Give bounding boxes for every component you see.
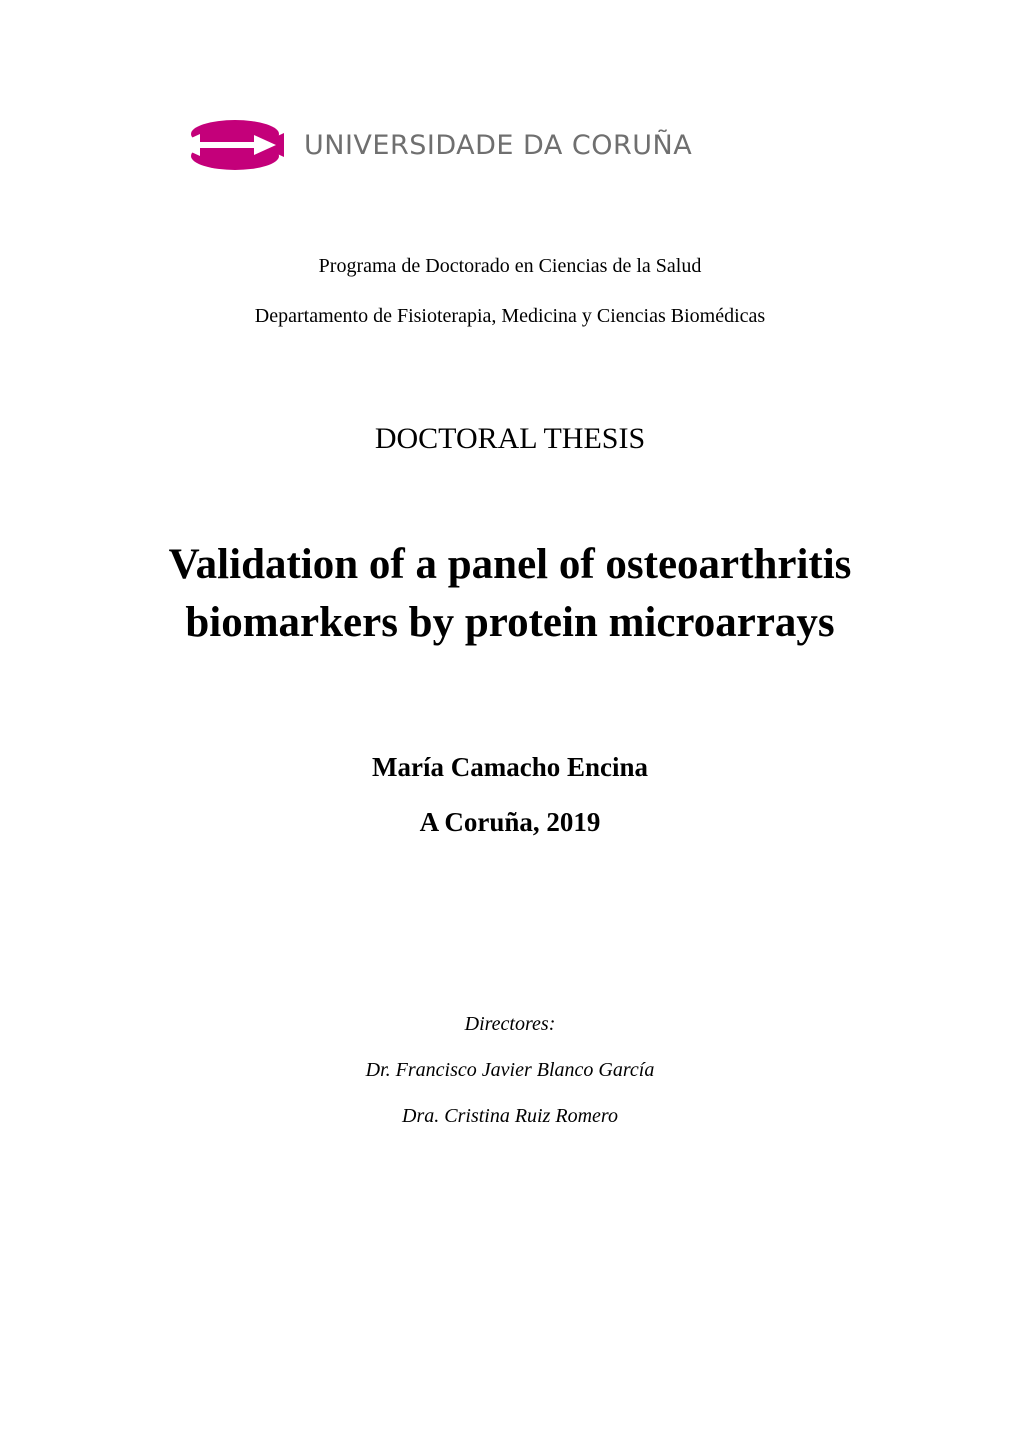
department-line: Departamento de Fisioterapia, Medicina y… xyxy=(120,300,900,332)
directors-label: Directores: xyxy=(120,1008,900,1040)
place-year: A Coruña, 2019 xyxy=(120,807,900,838)
director-2: Dra. Cristina Ruiz Romero xyxy=(120,1100,900,1132)
title-line-1: Validation of a panel of osteoarthritis xyxy=(169,541,852,588)
logo-mark-icon xyxy=(180,110,290,180)
main-title: Validation of a panel of osteoarthritis … xyxy=(120,536,900,652)
thesis-title-page: UNIVERSIDADE DA CORUÑA Programa de Docto… xyxy=(0,0,1020,1442)
title-line-2: biomarkers by protein microarrays xyxy=(185,599,834,646)
program-line: Programa de Doctorado en Ciencias de la … xyxy=(120,250,900,282)
director-1: Dr. Francisco Javier Blanco García xyxy=(120,1054,900,1086)
university-logo: UNIVERSIDADE DA CORUÑA xyxy=(180,110,900,180)
author-name: María Camacho Encina xyxy=(120,752,900,783)
thesis-label: DOCTORAL THESIS xyxy=(120,422,900,456)
university-name: UNIVERSIDADE DA CORUÑA xyxy=(304,130,692,161)
